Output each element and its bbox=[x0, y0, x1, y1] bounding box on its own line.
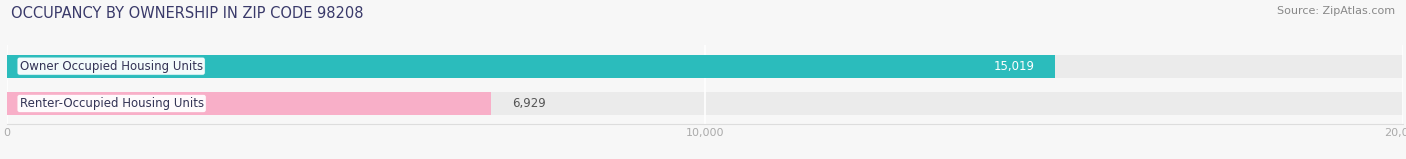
Text: 6,929: 6,929 bbox=[512, 97, 546, 110]
Text: Renter-Occupied Housing Units: Renter-Occupied Housing Units bbox=[20, 97, 204, 110]
Bar bbox=[7, 55, 1056, 78]
Bar bbox=[7, 92, 1403, 115]
Text: OCCUPANCY BY OWNERSHIP IN ZIP CODE 98208: OCCUPANCY BY OWNERSHIP IN ZIP CODE 98208 bbox=[11, 6, 364, 21]
Text: Source: ZipAtlas.com: Source: ZipAtlas.com bbox=[1277, 6, 1395, 16]
Text: 15,019: 15,019 bbox=[994, 60, 1035, 73]
Bar bbox=[7, 55, 1403, 78]
Bar bbox=[7, 92, 491, 115]
Text: Owner Occupied Housing Units: Owner Occupied Housing Units bbox=[20, 60, 202, 73]
